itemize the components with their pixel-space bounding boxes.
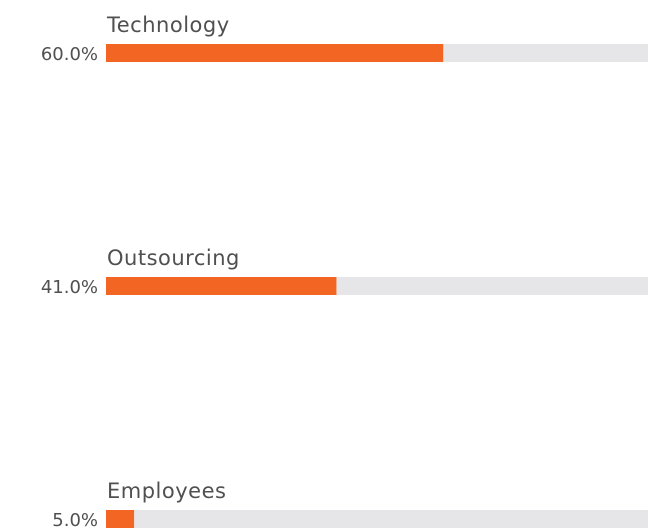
- bar: [106, 44, 444, 62]
- bar: [106, 510, 135, 528]
- value-label: 5.0%: [52, 510, 98, 531]
- category-label: Technology: [106, 13, 230, 37]
- value-label: 60.0%: [41, 44, 98, 65]
- category-label: Employees: [107, 479, 226, 503]
- category-label: Outsourcing: [107, 246, 240, 270]
- value-label: 41.0%: [41, 277, 98, 298]
- bar-track: [106, 510, 648, 528]
- bar: [106, 277, 337, 295]
